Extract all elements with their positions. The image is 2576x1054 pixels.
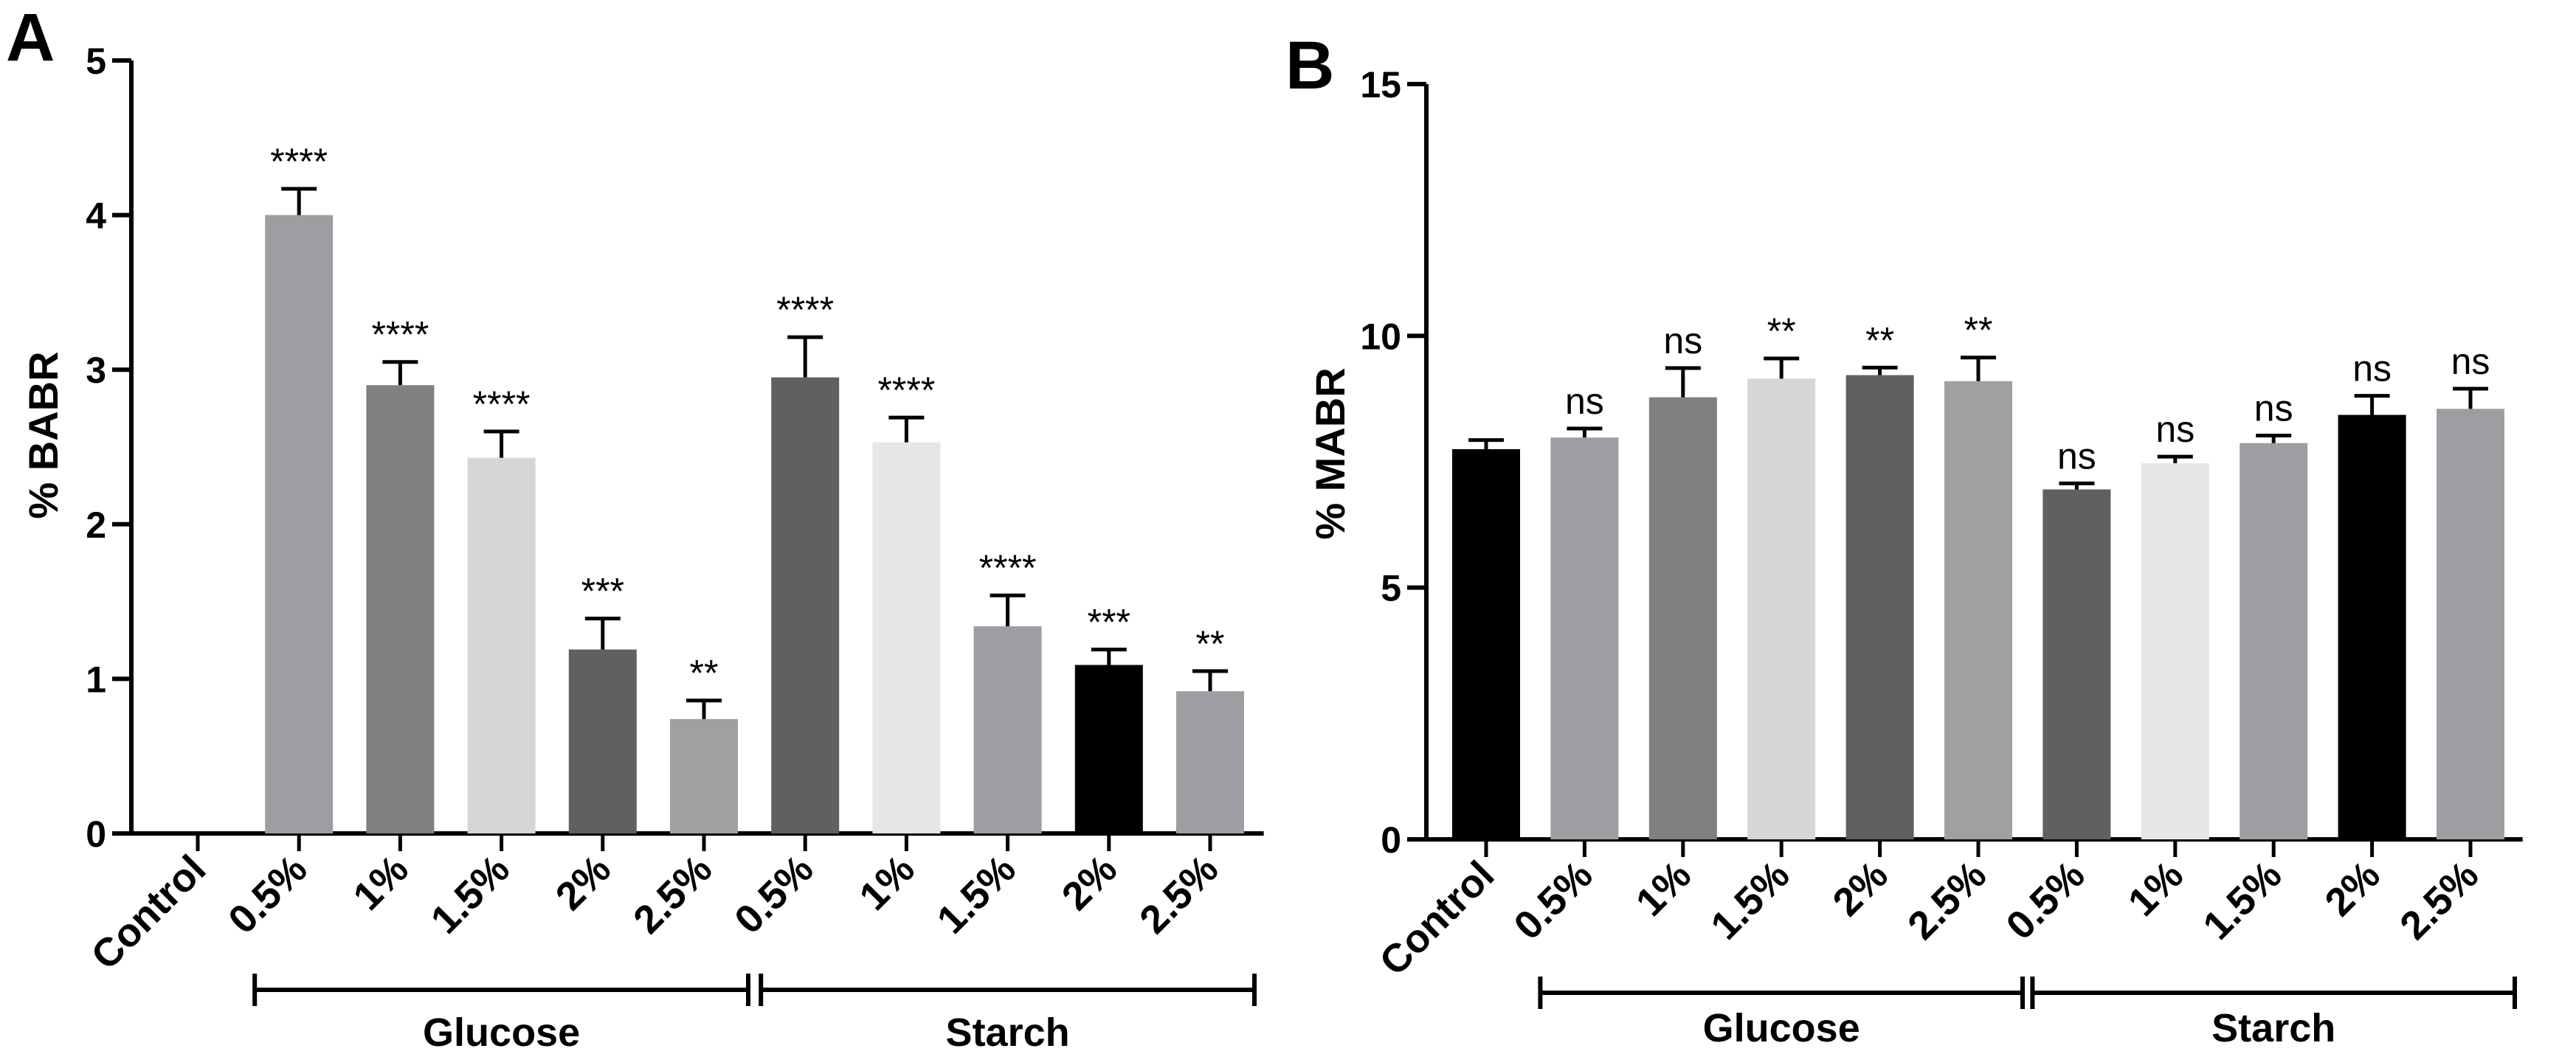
y-tick-label: 5 — [1381, 568, 1401, 609]
significance-label: ns — [2451, 341, 2490, 382]
y-axis-label: % MABR — [1307, 367, 1353, 539]
bar-9 — [2240, 443, 2308, 839]
significance-label: ns — [2155, 409, 2195, 450]
x-tick-label: 2% — [1054, 847, 1126, 919]
y-tick-label: 3 — [86, 350, 106, 391]
y-tick-label: 1 — [86, 659, 106, 700]
bar-6 — [1944, 381, 2012, 839]
bar-5 — [1845, 375, 1914, 840]
bar-11 — [2437, 409, 2504, 839]
x-tick-label: 1.5% — [1702, 853, 1798, 948]
significance-label: ** — [1196, 623, 1225, 665]
significance-label: *** — [581, 571, 624, 612]
x-tick-label: 0.5% — [1997, 853, 2093, 948]
x-tick-label: 1.5% — [423, 847, 518, 942]
significance-label: **** — [270, 141, 328, 182]
group-label-glucose: Glucose — [423, 1010, 580, 1050]
significance-label: ns — [2352, 348, 2392, 389]
x-tick-label: Control — [83, 847, 214, 978]
group-label-starch: Starch — [946, 1010, 1070, 1050]
y-tick-label: 2 — [86, 505, 106, 546]
x-tick-label: 2.5% — [1131, 847, 1226, 942]
x-tick-label: 1% — [1628, 853, 1700, 925]
x-tick-label: 1.5% — [2195, 853, 2290, 948]
bar-1 — [1452, 448, 1520, 839]
bar-3 — [366, 385, 435, 833]
y-tick-label: 5 — [86, 41, 106, 82]
bar-5 — [568, 649, 637, 833]
x-tick-label: 1% — [2120, 853, 2192, 925]
panel-letter-b: B — [1285, 28, 1334, 103]
bar-8 — [872, 442, 941, 833]
y-tick-label: 4 — [86, 195, 106, 237]
bar-6 — [670, 718, 738, 833]
significance-label: **** — [371, 314, 429, 356]
bar-3 — [1648, 397, 1717, 839]
significance-label: ns — [1663, 320, 1702, 361]
x-tick-label: 2.5% — [2392, 853, 2487, 948]
significance-label: ns — [2057, 435, 2096, 476]
x-tick-label: 2.5% — [1899, 853, 1995, 948]
bar-4 — [467, 457, 536, 833]
x-tick-label: 1% — [851, 847, 923, 919]
x-tick-label: 2% — [1824, 853, 1896, 925]
significance-label: **** — [473, 384, 531, 425]
x-tick-label: 2% — [2316, 853, 2389, 925]
significance-label: **** — [776, 289, 834, 330]
significance-label: *** — [1088, 602, 1130, 643]
significance-label: ** — [1767, 311, 1796, 352]
significance-label: **** — [979, 547, 1037, 589]
bar-8 — [2141, 463, 2209, 839]
significance-label: **** — [877, 370, 935, 411]
x-tick-label: 0.5% — [220, 847, 315, 942]
group-label-starch: Starch — [2211, 1006, 2335, 1050]
significance-label: ** — [1865, 319, 1894, 361]
y-tick-label: 0 — [1381, 819, 1401, 861]
bar-2 — [1550, 437, 1619, 839]
bar-7 — [2043, 489, 2111, 839]
y-tick-label: 15 — [1360, 64, 1401, 105]
significance-label: ** — [1964, 310, 1993, 351]
bar-2 — [265, 215, 334, 834]
y-tick-label: 0 — [86, 814, 106, 855]
x-tick-label: 1.5% — [929, 847, 1024, 942]
significance-label: ns — [1565, 381, 1604, 422]
bar-9 — [973, 626, 1042, 833]
group-label-glucose: Glucose — [1703, 1006, 1860, 1050]
x-tick-label: 2.5% — [625, 847, 720, 942]
panel-a: % BABR012345Control****0.5%****1%****1.5… — [20, 41, 1264, 1054]
significance-label: ** — [690, 653, 719, 694]
y-tick-label: 10 — [1360, 316, 1401, 357]
panel-b: % MABR 0 5 10 15 Control ns 0.5% ns 1% ** 1.5% ** 2% *… — [1307, 64, 2523, 1050]
y-axis-label: % BABR — [20, 351, 66, 519]
x-tick-label: 2% — [548, 847, 620, 919]
bar-10 — [2338, 415, 2406, 839]
x-tick-label: 1% — [345, 847, 417, 919]
bar-11 — [1176, 691, 1244, 833]
significance-label: ns — [2254, 388, 2293, 429]
bar-10 — [1074, 665, 1143, 833]
x-tick-label: 0.5% — [1505, 853, 1600, 948]
bar-4 — [1747, 378, 1816, 839]
x-tick-label: Control — [1371, 853, 1502, 984]
bar-7 — [771, 377, 840, 833]
x-tick-label: 0.5% — [726, 847, 821, 942]
panel-letter-a: A — [6, 0, 55, 75]
